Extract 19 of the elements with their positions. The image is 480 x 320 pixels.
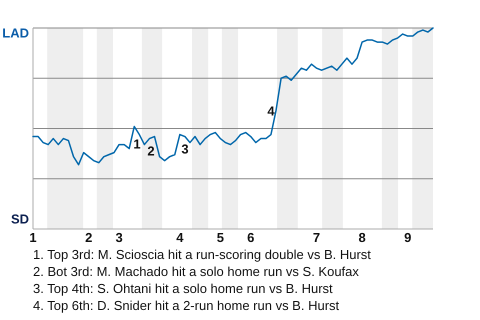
annotation: 2 bbox=[147, 143, 155, 158]
annotation: 4 bbox=[267, 103, 276, 118]
annotation: 1 bbox=[133, 136, 141, 152]
x-tick-label: 9 bbox=[404, 230, 412, 245]
x-tick-label: 3 bbox=[115, 230, 123, 245]
x-tick-label: 2 bbox=[85, 230, 92, 245]
text: 2. Bot 3rd: M. Machado hit a solo home run vs S. Koufax bbox=[33, 264, 360, 279]
text: 1. Top 3rd: M. Scioscia hit a run-scoring double vs B. Hurst bbox=[33, 247, 372, 262]
x-tick-label: 8 bbox=[358, 230, 366, 245]
text: SD bbox=[10, 211, 29, 226]
x-tick-label: 6 bbox=[247, 230, 254, 245]
x-tick-label: 1 bbox=[29, 230, 37, 245]
x-tick-label: 4 bbox=[176, 230, 184, 245]
x-tick-label: 7 bbox=[312, 230, 320, 245]
x-tick-label: 5 bbox=[216, 230, 224, 245]
annotation: 3 bbox=[181, 141, 189, 156]
text: LAD bbox=[2, 25, 29, 40]
text: 4. Top 6th: D. Snider hit a 2-run home run vs B. Hurst bbox=[33, 298, 340, 313]
text: 3. Top 4th: S. Ohtani hit a solo home run vs B. Hurst bbox=[33, 281, 334, 296]
